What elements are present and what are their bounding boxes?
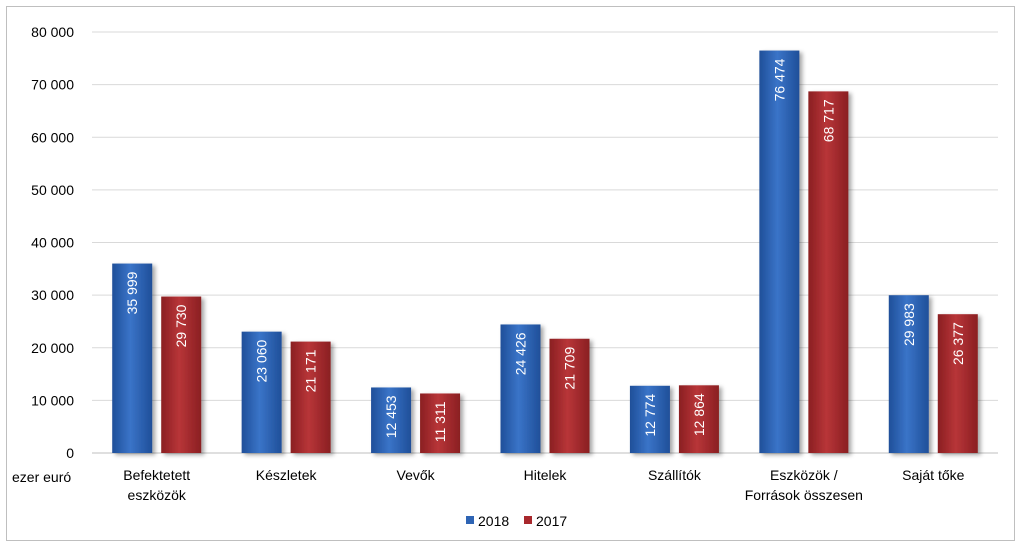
- legend: 2018 2017: [466, 513, 567, 529]
- category-labels: Befektetett eszközök Készletek Vevők Hitelek…: [123, 467, 964, 503]
- bar-2017-3: [549, 338, 590, 453]
- bar-2018-5: [759, 50, 800, 454]
- data-label: 24 426: [513, 332, 529, 375]
- legend-label: 2017: [536, 513, 567, 529]
- category-label: Saját tőke: [902, 467, 964, 483]
- data-label: 23 060: [254, 339, 270, 382]
- legend-swatch: [524, 516, 532, 524]
- bar-2017-4: [678, 385, 719, 453]
- y-tick-label: 40 000: [31, 235, 74, 251]
- y-tick-label: 20 000: [31, 340, 74, 356]
- y-tick-label: 50 000: [31, 182, 74, 198]
- data-label: 11 311: [432, 401, 448, 442]
- data-label: 68 717: [820, 99, 836, 142]
- y-tick-label: 60 000: [31, 129, 74, 145]
- category-label: Készletek: [256, 467, 318, 483]
- bar-2017-5: [808, 91, 849, 454]
- data-label: 12 864: [691, 393, 707, 436]
- bar-2018-6: [888, 295, 929, 453]
- bars: [112, 50, 978, 454]
- bar-2017-6: [937, 314, 978, 453]
- data-labels: 35 999 29 730 23 060 21 171 12 453 11 311 24 4…: [124, 58, 966, 442]
- bar-2017-2: [420, 393, 461, 453]
- bar-2018-1: [241, 331, 282, 453]
- y-axis-tick-labels: 0 10 000 20 000 30 000 40 000 50 000 60 000 70 …: [31, 24, 74, 461]
- y-tick-label: 70 000: [31, 77, 74, 93]
- data-label: 12 453: [383, 395, 399, 438]
- bar-2018-4: [629, 385, 670, 453]
- data-label: 12 774: [642, 394, 658, 437]
- bar-2018-0: [112, 263, 153, 453]
- y-tick-label: 10 000: [31, 392, 74, 408]
- data-label: 76 474: [771, 58, 787, 101]
- data-label: 21 709: [562, 347, 578, 390]
- category-label: Hitelek: [524, 467, 568, 483]
- bar-2018-2: [371, 387, 412, 453]
- category-label: Befektetett eszközök: [123, 467, 190, 503]
- gridlines: [92, 31, 998, 454]
- legend-label: 2018: [478, 513, 509, 529]
- bar-2018-3: [500, 324, 541, 453]
- y-tick-label: 0: [66, 445, 74, 461]
- category-label: Eszközök / Források összesen: [745, 467, 863, 503]
- data-label: 21 171: [303, 349, 319, 392]
- data-label: 26 377: [950, 322, 966, 365]
- bar-2017-0: [161, 296, 202, 453]
- data-label: 35 999: [124, 271, 140, 314]
- category-label: Szállítók: [648, 467, 702, 483]
- data-label: 29 730: [173, 304, 189, 347]
- category-label: Vevők: [397, 467, 436, 483]
- bar-2017-1: [290, 341, 331, 453]
- y-tick-label: 30 000: [31, 287, 74, 303]
- y-tick-label: 80 000: [31, 24, 74, 40]
- legend-swatch: [466, 516, 474, 524]
- data-label: 29 983: [901, 303, 917, 346]
- unit-label: ezer euró: [12, 469, 71, 485]
